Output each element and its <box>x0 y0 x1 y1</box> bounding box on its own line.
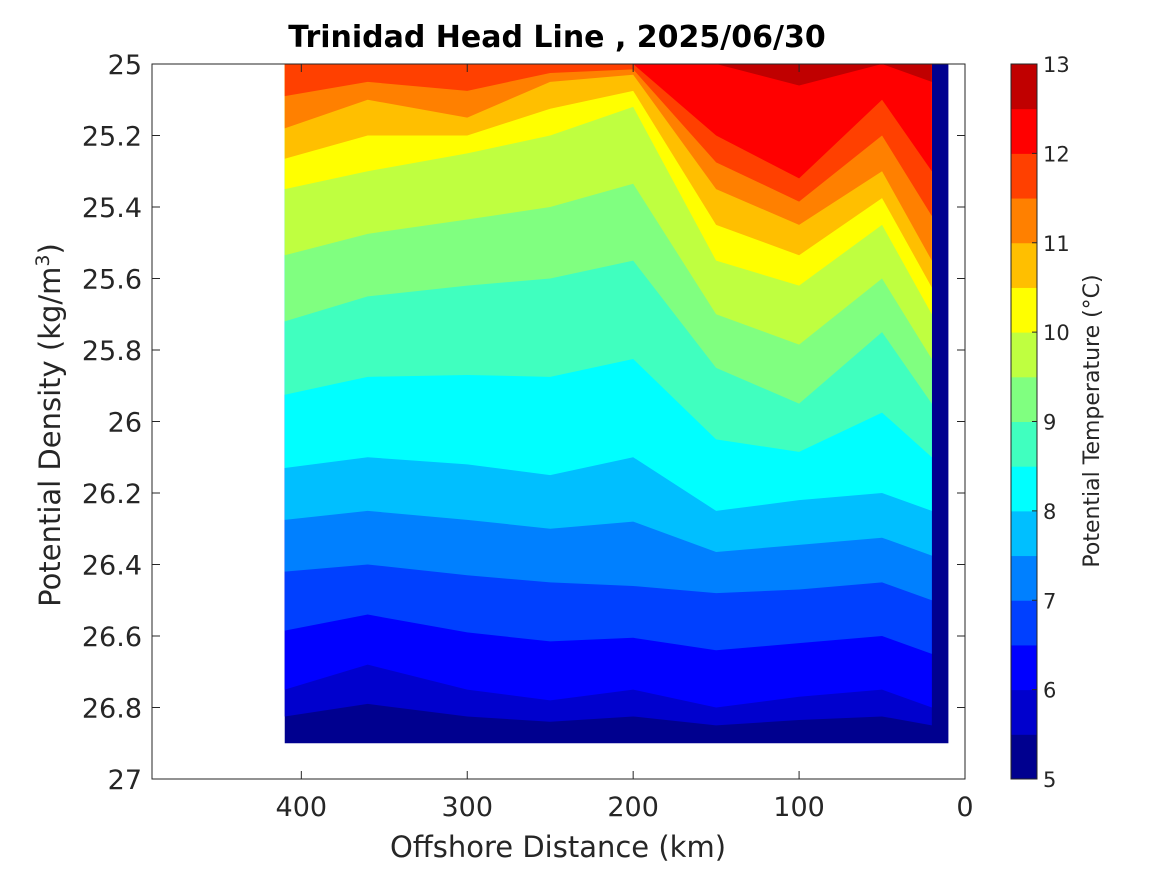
x-tick-label: 0 <box>956 792 973 823</box>
y-tick-label: 26 <box>108 408 142 439</box>
colorbar-tick-label: 12 <box>1043 142 1070 166</box>
y-tick-label: 25 <box>108 50 142 81</box>
y-tick-label: 25.4 <box>82 193 142 224</box>
colorbar-segment <box>1011 689 1037 735</box>
y-tick-label: 26.6 <box>82 622 142 653</box>
colorbar-segment <box>1011 466 1037 512</box>
colorbar-tick-label: 8 <box>1043 500 1056 524</box>
colorbar-tick-label: 6 <box>1043 679 1056 703</box>
contour-band-12 <box>284 64 932 179</box>
colorbar-segment <box>1011 734 1037 780</box>
y-axis-label-close: ) <box>33 243 67 254</box>
x-tick-label: 400 <box>276 792 328 823</box>
y-tick-label: 27 <box>108 765 142 796</box>
y-tick-label: 25.2 <box>82 122 142 153</box>
colorbar-segment <box>1011 332 1037 378</box>
x-tick-label: 200 <box>607 792 659 823</box>
y-axis-label-main: Potential Density (kg/m <box>33 267 67 607</box>
colorbar-segment <box>1011 64 1037 110</box>
colorbar <box>1011 64 1037 780</box>
contour-bands <box>284 64 949 744</box>
colorbar-segment <box>1011 555 1037 601</box>
colorbar-segment <box>1011 242 1037 288</box>
colorbar-segment <box>1011 153 1037 199</box>
colorbar-segment <box>1011 421 1037 467</box>
y-tick-label: 26.2 <box>82 479 142 510</box>
y-tick-label: 26.4 <box>82 551 142 582</box>
colorbar-segment <box>1011 287 1037 333</box>
colorbar-segment <box>1011 600 1037 646</box>
colorbar-tick-label: 11 <box>1043 232 1070 256</box>
colorbar-segment <box>1011 108 1037 154</box>
y-tick-label: 25.6 <box>82 265 142 296</box>
chart-title: Trinidad Head Line , 2025/06/30 <box>288 20 825 55</box>
colorbar-tick-label: 10 <box>1043 321 1070 345</box>
colorbar-segment <box>1011 198 1037 244</box>
contour-band-12.5 <box>284 64 932 86</box>
y-axis-ticks: 25 25.2 25.4 25.6 25.8 26 26.2 26.4 26.6 26.8 27 <box>82 50 965 796</box>
y-axis-label: Potential Density (kg/m3) <box>32 243 67 607</box>
y-axis-label-superscript: 3 <box>32 254 54 266</box>
colorbar-tick-label: 7 <box>1043 589 1056 613</box>
colorbar-segment <box>1011 644 1037 691</box>
x-tick-label: 100 <box>773 792 825 823</box>
colorbar-tick-label: 9 <box>1043 411 1056 435</box>
colorbar-tick-label: 5 <box>1043 768 1056 792</box>
x-tick-label: 300 <box>441 792 493 823</box>
colorbar-ticks: 5 6 7 8 9 10 11 12 13 <box>1032 53 1070 792</box>
x-axis-ticks: 400 300 200 100 0 <box>276 64 974 823</box>
y-tick-label: 26.8 <box>82 694 142 725</box>
y-tick-label: 25.8 <box>82 336 142 367</box>
colorbar-segment <box>1011 510 1037 557</box>
colorbar-tick-label: 13 <box>1043 53 1070 77</box>
colorbar-segment <box>1011 376 1037 422</box>
colorbar-label: Potential Temperature (°C) <box>1080 274 1105 567</box>
x-axis-label: Offshore Distance (km) <box>390 830 726 864</box>
